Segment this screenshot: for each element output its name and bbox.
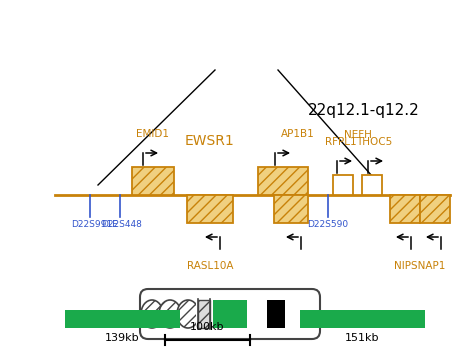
Text: EWSR1: EWSR1 bbox=[185, 134, 235, 148]
Bar bbox=[213, 300, 247, 328]
Text: RFPL1: RFPL1 bbox=[325, 137, 357, 147]
Text: NIPSNAP1: NIPSNAP1 bbox=[394, 261, 446, 271]
Bar bbox=[390, 195, 420, 223]
Bar bbox=[333, 175, 353, 195]
FancyBboxPatch shape bbox=[140, 289, 320, 339]
Bar bbox=[267, 300, 285, 328]
Ellipse shape bbox=[159, 300, 181, 328]
Bar bbox=[274, 195, 308, 223]
Text: D22S991E: D22S991E bbox=[72, 220, 118, 229]
Text: D22S448: D22S448 bbox=[101, 220, 143, 229]
Bar bbox=[420, 195, 450, 223]
Text: EMID1: EMID1 bbox=[137, 129, 170, 139]
Bar bbox=[300, 310, 425, 328]
Bar bbox=[247, 300, 267, 328]
Bar bbox=[65, 310, 180, 328]
Ellipse shape bbox=[177, 300, 199, 328]
Text: D22S590: D22S590 bbox=[308, 220, 348, 229]
Bar bbox=[132, 167, 174, 195]
Bar bbox=[198, 300, 210, 328]
Bar bbox=[187, 195, 233, 223]
Text: RASL10A: RASL10A bbox=[187, 261, 233, 271]
Text: THOC5: THOC5 bbox=[356, 137, 392, 147]
Text: 100kb: 100kb bbox=[190, 322, 225, 332]
Text: NEFH: NEFH bbox=[344, 130, 372, 140]
Bar bbox=[285, 300, 307, 328]
Text: 151kb: 151kb bbox=[345, 333, 380, 343]
Text: 22q12.1-q12.2: 22q12.1-q12.2 bbox=[308, 103, 420, 118]
Ellipse shape bbox=[141, 300, 163, 328]
Bar bbox=[258, 167, 308, 195]
Text: AP1B1: AP1B1 bbox=[281, 129, 315, 139]
Bar bbox=[196, 299, 210, 329]
Text: 139kb: 139kb bbox=[105, 333, 140, 343]
Bar bbox=[362, 175, 382, 195]
